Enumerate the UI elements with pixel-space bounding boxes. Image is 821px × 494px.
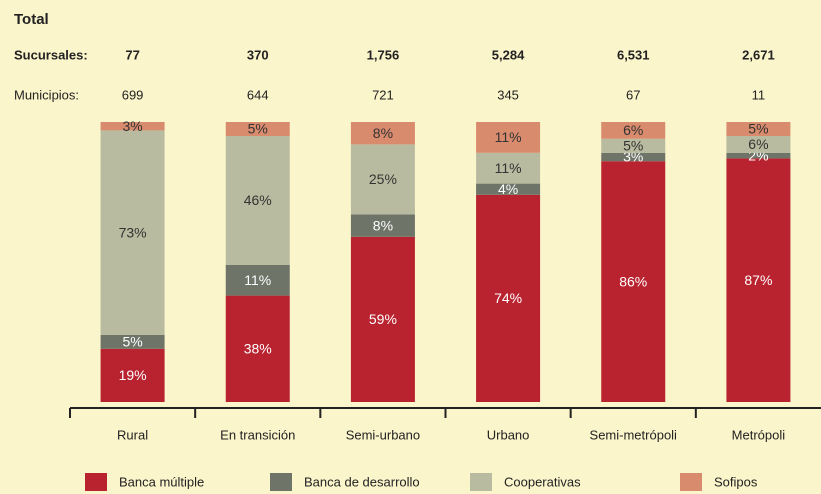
data-label: 5% [248,121,268,137]
data-label: 11% [495,129,522,145]
bar-segment [476,194,541,402]
bar-segment [726,136,791,153]
municipality-count: 67 [626,87,640,102]
bar-segment [726,152,791,159]
data-label: 73% [119,224,147,240]
data-label: 8% [373,125,393,141]
row-label: Sucursales: [14,47,88,62]
data-label: 5% [748,121,768,137]
data-label: 8% [373,217,393,233]
x-tick-label: Metrópoli [732,427,786,442]
branch-count: 77 [125,47,139,62]
municipality-count: 699 [122,87,144,102]
data-label: 11% [495,160,522,176]
bar-segment [726,122,791,136]
row-label: Municipios: [14,87,79,102]
data-label: 86% [619,273,647,289]
x-tick-label: Semi-metrópoli [590,427,678,442]
branch-count: 370 [247,47,269,62]
bar-segment [225,264,290,296]
chart-title: Total [14,11,49,28]
data-label: 59% [369,311,397,327]
bar-segment [726,158,791,402]
data-label: 19% [119,367,147,383]
bar-segment [225,136,290,265]
branch-count: 1,756 [367,47,400,62]
legend-label: Banca múltiple [119,474,204,489]
data-label: 25% [369,171,397,187]
x-tick-label: Urbano [487,427,530,442]
municipality-count: 721 [372,87,394,102]
data-label: 38% [244,341,272,357]
x-tick-label: En transición [220,427,295,442]
municipality-count: 644 [247,87,269,102]
data-label: 46% [244,192,272,208]
data-label: 3% [122,118,142,134]
bar-segment [601,122,666,139]
data-label: 6% [748,136,768,152]
legend-swatch [680,473,702,491]
bar-segment [601,152,666,162]
data-label: 11% [244,272,271,288]
legend-swatch [85,473,107,491]
legend-swatch [470,473,492,491]
legend-label: Banca de desarrollo [304,474,420,489]
bar-segment [225,122,290,136]
bar-segment [476,152,541,184]
bar-segment [100,122,165,131]
branch-count: 6,531 [617,47,650,62]
data-label: 87% [744,272,772,288]
bar-segment [350,214,415,237]
legend-label: Sofipos [714,474,758,489]
bar-segment [350,236,415,402]
bar-segment [100,334,165,349]
branch-count: 5,284 [492,47,525,62]
x-tick-label: Rural [117,427,148,442]
data-label: 5% [122,334,142,350]
legend-swatch [270,473,292,491]
bar-segment [350,144,415,215]
bar-segment [476,183,541,195]
bar-segment [350,122,415,145]
bar-segment [476,122,541,153]
legend-label: Cooperativas [504,474,581,489]
x-tick-label: Semi-urbano [346,427,420,442]
bar-segment [225,295,290,402]
bar-segment [601,138,666,153]
municipality-count: 11 [752,87,766,102]
bar-segment [601,161,666,402]
data-label: 6% [623,122,643,138]
bar-segment [100,348,165,402]
municipality-count: 345 [497,87,519,102]
data-label: 5% [623,138,643,154]
bar-segment [100,130,165,335]
data-label: 4% [498,181,518,197]
data-label: 74% [494,290,522,306]
branch-count: 2,671 [742,47,775,62]
